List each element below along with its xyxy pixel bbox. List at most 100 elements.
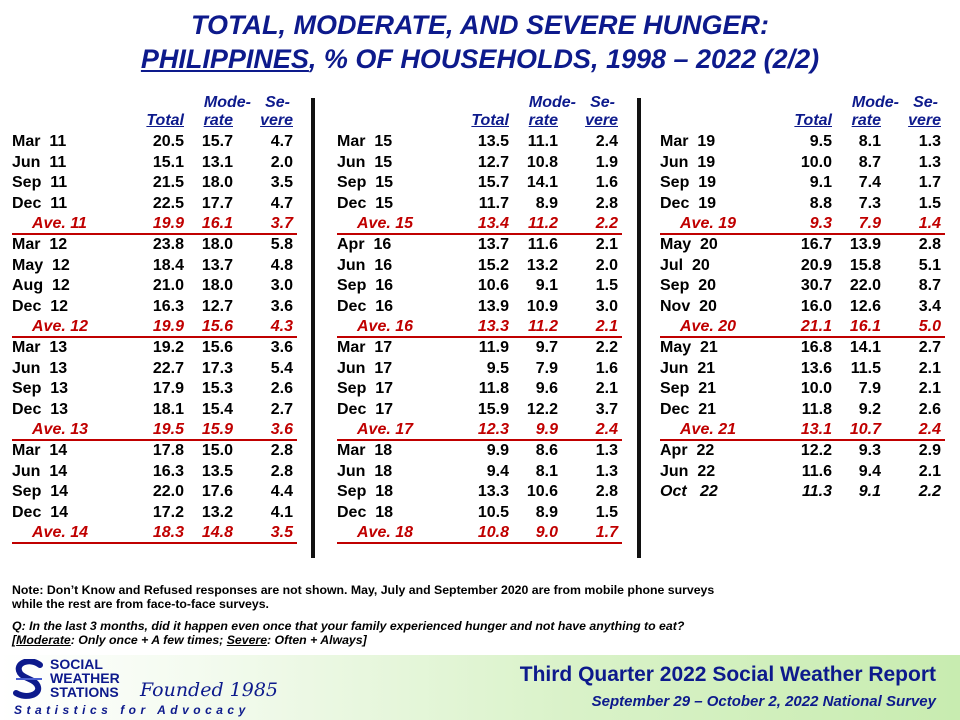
period-label: Sep 11 <box>12 174 68 192</box>
severe-value: 2.1 <box>595 318 618 336</box>
severe-value: 3.6 <box>270 297 293 315</box>
period-label: May 12 <box>12 256 70 274</box>
header-severe-top: Se- <box>265 94 290 111</box>
period-label: Jul 20 <box>660 256 710 274</box>
header-total: Total <box>146 112 184 129</box>
total-value: 16.0 <box>800 297 832 315</box>
total-value: 11.9 <box>478 338 509 356</box>
header-moderate-top: Mode- <box>851 94 899 111</box>
def-open: [ <box>12 633 17 647</box>
total-value: 15.1 <box>152 153 184 171</box>
period-label: Dec 15 <box>337 194 394 212</box>
total-value: 13.7 <box>477 235 509 253</box>
period-label: Jun 22 <box>660 462 716 480</box>
moderate-value: 9.3 <box>858 441 881 459</box>
period-label: Ave. 13 <box>32 421 89 439</box>
total-value: 22.5 <box>152 194 184 212</box>
period-label: Sep 18 <box>337 483 394 501</box>
period-label: Ave. 16 <box>357 318 414 336</box>
severe-value: 2.2 <box>595 338 618 356</box>
severe-value: 3.7 <box>270 215 293 233</box>
period-label: Jun 15 <box>337 153 393 171</box>
table-row: Mar 11 20.5 15.7 4.7 <box>12 132 297 153</box>
table-row: Mar 15 13.5 11.1 2.4 <box>337 132 622 153</box>
moderate-value: 11.5 <box>850 359 881 377</box>
table-row: Jun 18 9.4 8.1 1.3 <box>337 462 622 483</box>
table-column-2019-2022: Mode-rate Se-vere Total Mar 19 9.5 8.1 1.3 Jun … <box>660 92 945 503</box>
moderate-value: 9.7 <box>535 338 558 356</box>
period-label: Dec 11 <box>12 194 68 212</box>
severe-value: 2.0 <box>270 153 293 171</box>
table-row: Sep 20 30.7 22.0 8.7 <box>660 276 945 297</box>
logo-line2: WEATHER <box>50 670 120 686</box>
severe-value: 2.4 <box>595 421 618 439</box>
severe-value: 2.1 <box>595 380 618 398</box>
table-row: Sep 11 21.5 18.0 3.5 <box>12 173 297 194</box>
total-value: 11.7 <box>478 194 509 212</box>
total-value: 21.1 <box>800 318 832 336</box>
moderate-value: 13.2 <box>526 256 558 274</box>
table-row: Jun 15 12.7 10.8 1.9 <box>337 153 622 174</box>
moderate-value: 16.1 <box>201 215 233 233</box>
severe-value: 5.0 <box>918 318 941 336</box>
severe-value: 1.6 <box>595 174 618 192</box>
severe-value: 1.7 <box>918 174 941 192</box>
severe-value: 2.1 <box>595 235 618 253</box>
severe-value: 1.5 <box>595 277 618 295</box>
moderate-value: 15.6 <box>201 318 233 336</box>
period-label: Mar 11 <box>12 133 67 150</box>
moderate-value: 13.2 <box>201 503 233 521</box>
period-label: Dec 13 <box>12 400 69 418</box>
table-row: Aug 12 21.0 18.0 3.0 <box>12 276 297 297</box>
total-value: 8.8 <box>809 194 832 212</box>
table-row: May 12 18.4 13.7 4.8 <box>12 256 297 277</box>
severe-value: 2.9 <box>918 441 941 459</box>
definitions-text: [Moderate: Only once + A few times; Seve… <box>12 633 952 647</box>
moderate-value: 13.9 <box>849 235 881 253</box>
period-label: Sep 17 <box>337 380 394 398</box>
total-value: 13.1 <box>800 421 832 439</box>
period-label: Mar 14 <box>12 441 68 459</box>
period-label: Ave. 19 <box>680 215 737 233</box>
table-row: Dec 19 8.8 7.3 1.5 <box>660 194 945 215</box>
period-label: Dec 14 <box>12 503 69 521</box>
period-label: Sep 13 <box>12 380 69 398</box>
total-value: 10.0 <box>800 380 832 398</box>
average-row: Ave. 21 13.1 10.7 2.4 <box>660 420 945 441</box>
total-value: 15.7 <box>477 174 509 192</box>
table-row: Dec 13 18.1 15.4 2.7 <box>12 400 297 421</box>
severe-value: 4.7 <box>270 133 293 150</box>
total-value: 9.9 <box>486 441 509 459</box>
table-row: Sep 21 10.0 7.9 2.1 <box>660 379 945 400</box>
total-value: 19.9 <box>152 215 184 233</box>
moderate-value: 17.6 <box>201 483 233 501</box>
table-row: Jun 16 15.2 13.2 2.0 <box>337 256 622 277</box>
logo-line3: STATIONS <box>50 684 119 700</box>
total-value: 18.3 <box>152 524 184 542</box>
moderate-value: 18.0 <box>201 277 233 295</box>
total-value: 13.4 <box>477 215 509 233</box>
logo-text: SOCIAL WEATHER STATIONS <box>50 657 120 699</box>
survey-dates: September 29 – October 2, 2022 National … <box>591 693 936 710</box>
period-label: Ave. 14 <box>32 524 89 542</box>
average-row: Ave. 19 9.3 7.9 1.4 <box>660 214 945 235</box>
moderate-value: 10.8 <box>526 153 558 171</box>
moderate-value: 14.8 <box>201 524 233 542</box>
severe-value: 5.8 <box>270 235 293 253</box>
header-severe-top: Se- <box>590 94 615 111</box>
moderate-value: 9.0 <box>535 524 558 542</box>
table-row: Sep 15 15.7 14.1 1.6 <box>337 173 622 194</box>
period-label: Oct 22 <box>660 483 718 501</box>
severe-value: 1.3 <box>918 153 941 171</box>
period-label: Jun 16 <box>337 256 393 274</box>
period-label: Jun 21 <box>660 359 716 377</box>
period-label: Sep 14 <box>12 483 69 501</box>
period-label: Ave. 12 <box>32 318 89 336</box>
period-label: Mar 17 <box>337 338 393 356</box>
period-label: Dec 17 <box>337 400 394 418</box>
moderate-value: 13.5 <box>201 462 233 480</box>
severe-value: 1.3 <box>595 462 618 480</box>
total-value: 18.4 <box>152 256 184 274</box>
severe-value: 4.1 <box>270 503 293 521</box>
moderate-value: 9.1 <box>535 277 558 295</box>
